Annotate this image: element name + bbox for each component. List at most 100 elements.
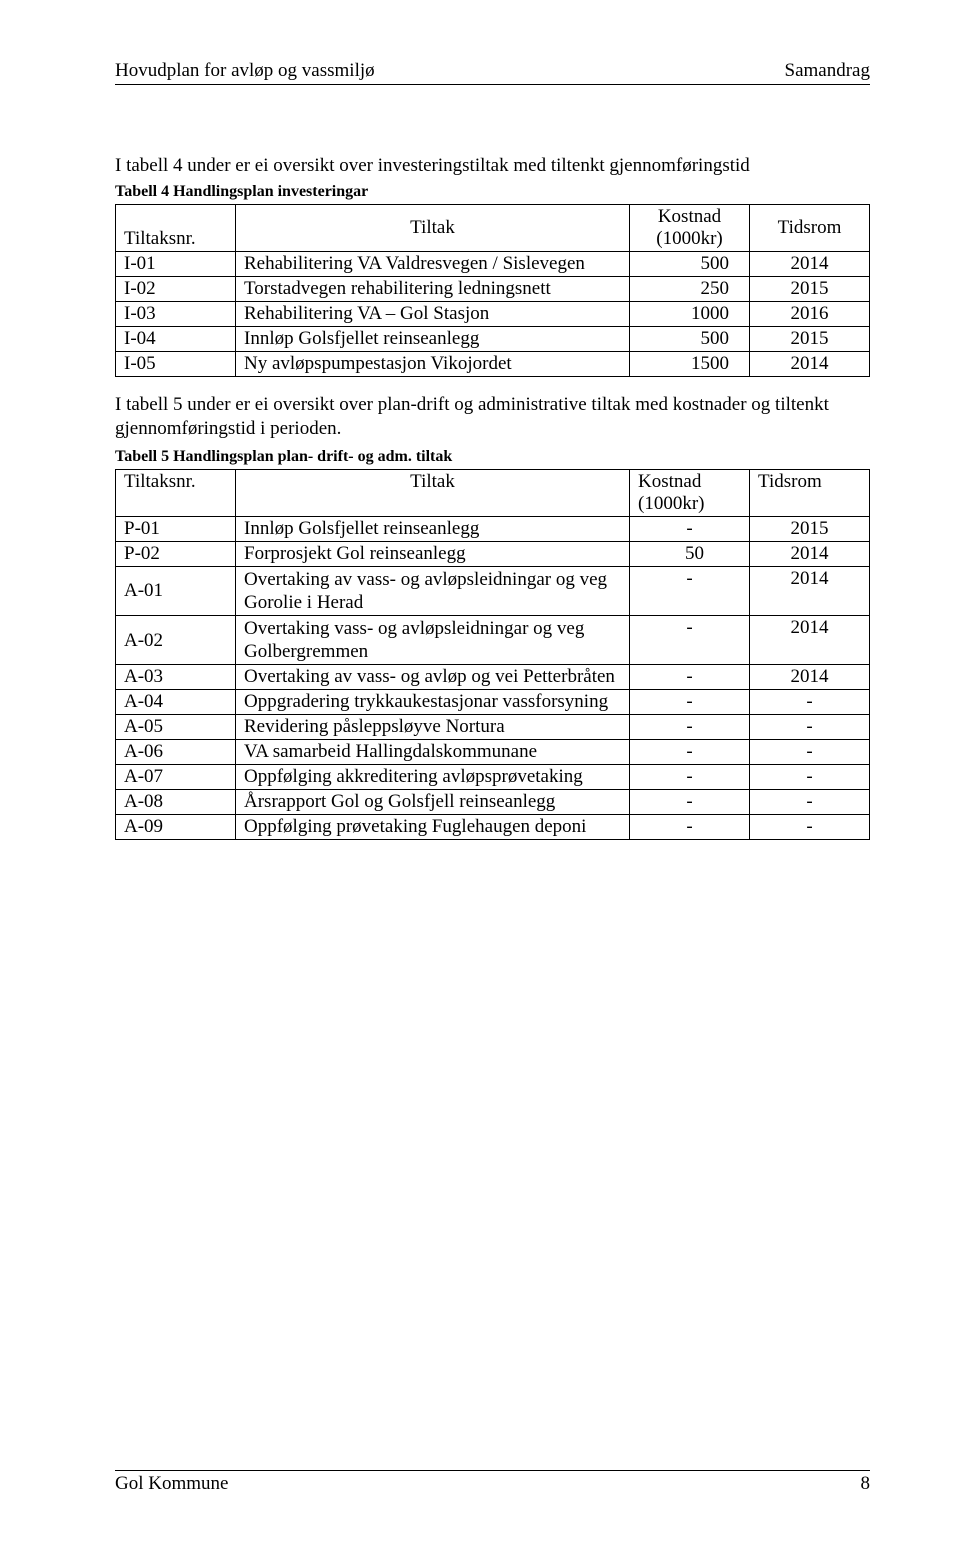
cell-nr: A-06	[116, 740, 236, 765]
cell-task: Årsrapport Gol og Golsfjell reinseanlegg	[236, 790, 630, 815]
table-row: A-06 VA samarbeid Hallingdalskommunane -…	[116, 740, 870, 765]
cell-cost: -	[630, 815, 750, 840]
cell-task: Revidering påsleppsløyve Nortura	[236, 715, 630, 740]
cell-nr: I-03	[116, 302, 236, 327]
cell-nr: A-01	[116, 566, 236, 615]
cell-cost: 50	[630, 541, 750, 566]
footer-left: Gol Kommune	[115, 1473, 228, 1495]
footer-right: 8	[861, 1473, 871, 1495]
cell-cost: 250	[630, 277, 750, 302]
cell-time: -	[750, 765, 870, 790]
cell-cost: -	[630, 665, 750, 690]
cell-task: VA samarbeid Hallingdalskommunane	[236, 740, 630, 765]
cell-time: -	[750, 790, 870, 815]
table-row: A-09 Oppfølging prøvetaking Fuglehaugen …	[116, 815, 870, 840]
th-cost-l1: Kostnad	[658, 206, 721, 227]
cell-nr: I-01	[116, 252, 236, 277]
cell-task: Ny avløpspumpestasjon Vikojordet	[236, 352, 630, 377]
page-header: Hovudplan for avløp og vassmiljø Samandr…	[115, 60, 870, 85]
cell-task: Innløp Golsfjellet reinseanlegg	[236, 327, 630, 352]
cell-time: 2014	[750, 252, 870, 277]
cell-cost: -	[630, 516, 750, 541]
cell-cost: -	[630, 566, 750, 615]
table-row: A-01 Overtaking av vass- og avløpsleidni…	[116, 566, 870, 615]
cell-nr: A-03	[116, 665, 236, 690]
table-investeringar: Tiltaksnr. Tiltak Kostnad (1000kr) Tidsr…	[115, 204, 870, 377]
cell-time: -	[750, 690, 870, 715]
cell-time: 2015	[750, 516, 870, 541]
table-row: A-08 Årsrapport Gol og Golsfjell reinsea…	[116, 790, 870, 815]
cell-task: Oppfølging akkreditering avløpsprøvetaki…	[236, 765, 630, 790]
table-row: A-02 Overtaking vass- og avløpsleidninga…	[116, 615, 870, 664]
cell-task: Forprosjekt Gol reinseanlegg	[236, 541, 630, 566]
table-row: I-04 Innløp Golsfjellet reinseanlegg 500…	[116, 327, 870, 352]
cell-time: 2015	[750, 277, 870, 302]
th-nr: Tiltaksnr.	[116, 205, 236, 252]
th-time: Tidsrom	[750, 205, 870, 252]
table-plan-drift: Tiltaksnr. Tiltak Kostnad (1000kr) Tidsr…	[115, 469, 870, 841]
cell-cost: 500	[630, 252, 750, 277]
cell-time: -	[750, 740, 870, 765]
cell-cost: -	[630, 790, 750, 815]
table-row: A-05 Revidering påsleppsløyve Nortura - …	[116, 715, 870, 740]
cell-nr: I-02	[116, 277, 236, 302]
header-right: Samandrag	[785, 60, 870, 82]
th-time: Tidsrom	[750, 469, 870, 516]
th-task: Tiltak	[236, 205, 630, 252]
cell-nr: A-02	[116, 615, 236, 664]
cell-task: Innløp Golsfjellet reinseanlegg	[236, 516, 630, 541]
cell-nr: A-07	[116, 765, 236, 790]
th-cost: Kostnad (1000kr)	[630, 205, 750, 252]
table-row: I-05 Ny avløpspumpestasjon Vikojordet 15…	[116, 352, 870, 377]
cell-nr: P-01	[116, 516, 236, 541]
cell-task: Overtaking av vass- og avløpsleidningar …	[236, 566, 630, 615]
cell-task: Overtaking vass- og avløpsleidningar og …	[236, 615, 630, 664]
cell-cost: 500	[630, 327, 750, 352]
cell-nr: I-05	[116, 352, 236, 377]
section2-title: Tabell 5 Handlingsplan plan- drift- og a…	[115, 448, 870, 466]
cell-time: 2014	[750, 541, 870, 566]
cell-task: Oppfølging prøvetaking Fuglehaugen depon…	[236, 815, 630, 840]
cell-task: Rehabilitering VA – Gol Stasjon	[236, 302, 630, 327]
cell-time: 2016	[750, 302, 870, 327]
page-footer: Gol Kommune 8	[115, 1470, 870, 1495]
cell-nr: P-02	[116, 541, 236, 566]
cell-cost: -	[630, 615, 750, 664]
table-row: I-02 Torstadvegen rehabilitering ledning…	[116, 277, 870, 302]
cell-task: Oppgradering trykkaukestasjonar vassfors…	[236, 690, 630, 715]
table-row: A-03 Overtaking av vass- og avløp og vei…	[116, 665, 870, 690]
cell-cost: 1000	[630, 302, 750, 327]
cell-task: Torstadvegen rehabilitering ledningsnett	[236, 277, 630, 302]
table-row: A-07 Oppfølging akkreditering avløpsprøv…	[116, 765, 870, 790]
cell-time: 2014	[750, 665, 870, 690]
th-task: Tiltak	[236, 469, 630, 516]
cell-task: Rehabilitering VA Valdresvegen / Sisleve…	[236, 252, 630, 277]
header-left: Hovudplan for avløp og vassmiljø	[115, 60, 375, 82]
section1-title: Tabell 4 Handlingsplan investeringar	[115, 183, 870, 201]
cell-cost: -	[630, 690, 750, 715]
th-cost-l1: Kostnad	[638, 471, 701, 492]
cell-task: Overtaking av vass- og avløp og vei Pett…	[236, 665, 630, 690]
cell-nr: A-09	[116, 815, 236, 840]
cell-cost: -	[630, 765, 750, 790]
th-cost-l2: (1000kr)	[638, 493, 704, 514]
cell-time: -	[750, 715, 870, 740]
table-row: I-03 Rehabilitering VA – Gol Stasjon 100…	[116, 302, 870, 327]
cell-cost: -	[630, 715, 750, 740]
cell-time: 2014	[750, 615, 870, 664]
cell-time: -	[750, 815, 870, 840]
th-cost: Kostnad (1000kr)	[630, 469, 750, 516]
table-row: A-04 Oppgradering trykkaukestasjonar vas…	[116, 690, 870, 715]
th-cost-l2: (1000kr)	[656, 228, 722, 249]
cell-cost: -	[630, 740, 750, 765]
cell-cost: 1500	[630, 352, 750, 377]
table-row: P-01 Innløp Golsfjellet reinseanlegg - 2…	[116, 516, 870, 541]
cell-time: 2015	[750, 327, 870, 352]
cell-time: 2014	[750, 566, 870, 615]
section1-intro: I tabell 4 under er ei oversikt over inv…	[115, 155, 870, 177]
table-row: P-02 Forprosjekt Gol reinseanlegg 50 201…	[116, 541, 870, 566]
cell-time: 2014	[750, 352, 870, 377]
th-nr: Tiltaksnr.	[116, 469, 236, 516]
cell-nr: A-05	[116, 715, 236, 740]
cell-nr: A-04	[116, 690, 236, 715]
